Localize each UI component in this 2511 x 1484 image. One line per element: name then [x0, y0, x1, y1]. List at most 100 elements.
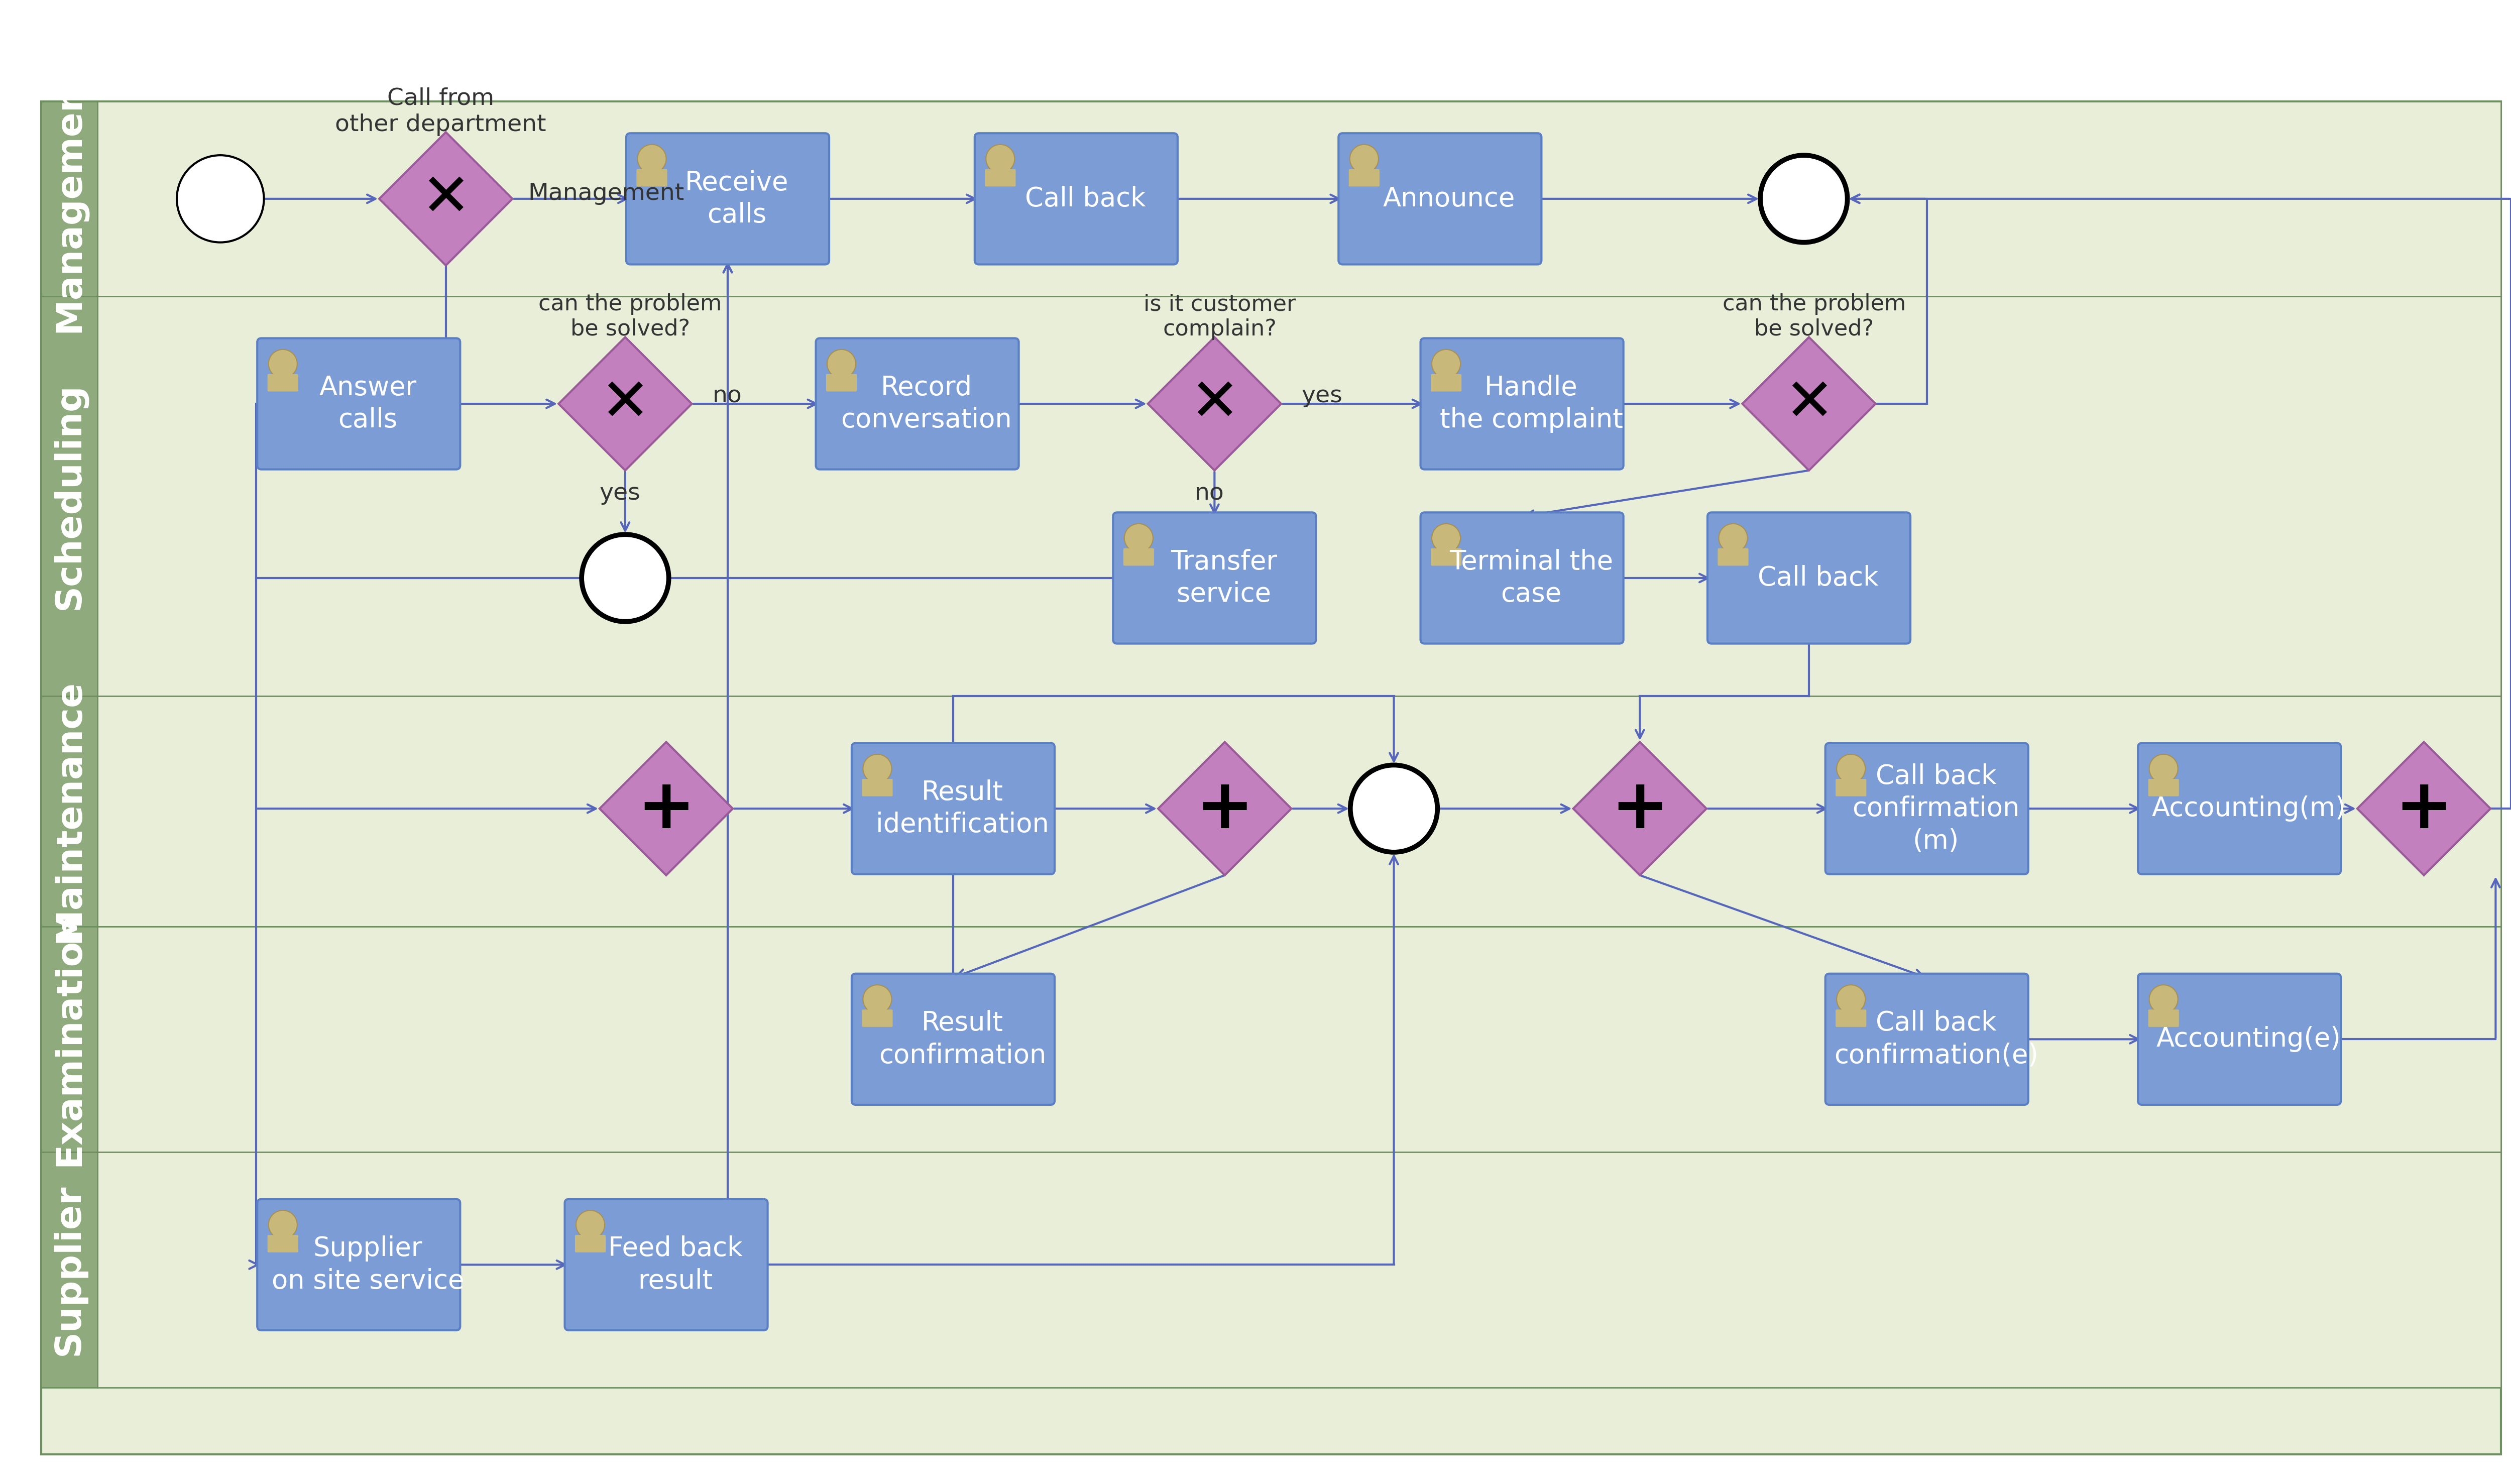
Text: Scheduling: Scheduling: [53, 383, 88, 610]
Circle shape: [583, 534, 668, 622]
Circle shape: [269, 1211, 296, 1239]
FancyBboxPatch shape: [1431, 548, 1461, 565]
Circle shape: [269, 349, 296, 378]
Text: ✕: ✕: [600, 375, 650, 433]
FancyBboxPatch shape: [2149, 1009, 2180, 1027]
FancyBboxPatch shape: [40, 696, 98, 926]
Text: can the problem
be solved?: can the problem be solved?: [537, 294, 723, 340]
Circle shape: [864, 985, 891, 1014]
Polygon shape: [1743, 337, 1876, 470]
FancyBboxPatch shape: [2137, 974, 2340, 1104]
FancyBboxPatch shape: [1112, 512, 1316, 644]
Text: no: no: [713, 384, 741, 408]
FancyBboxPatch shape: [816, 338, 1019, 469]
FancyBboxPatch shape: [565, 1199, 768, 1330]
Text: Handle
the complaint: Handle the complaint: [1439, 374, 1622, 433]
Polygon shape: [2358, 742, 2491, 876]
Circle shape: [176, 156, 264, 242]
Text: yes: yes: [600, 482, 640, 505]
Text: Maintenance: Maintenance: [53, 680, 85, 942]
FancyBboxPatch shape: [1825, 974, 2029, 1104]
Text: Record
conversation: Record conversation: [841, 374, 1012, 433]
Circle shape: [1760, 156, 1848, 242]
Circle shape: [1431, 349, 1461, 378]
FancyBboxPatch shape: [1122, 548, 1155, 565]
FancyBboxPatch shape: [40, 101, 98, 297]
FancyBboxPatch shape: [974, 134, 1178, 264]
FancyBboxPatch shape: [1836, 1009, 1866, 1027]
Text: Result
identification: Result identification: [876, 779, 1050, 838]
Text: Call back
confirmation
(m): Call back confirmation (m): [1853, 763, 2019, 853]
Circle shape: [575, 1211, 605, 1239]
Text: Terminal the
case: Terminal the case: [1449, 549, 1612, 607]
FancyBboxPatch shape: [98, 1152, 2501, 1388]
FancyBboxPatch shape: [98, 696, 2501, 926]
Circle shape: [1351, 766, 1436, 852]
Text: +: +: [1195, 775, 1253, 843]
Circle shape: [638, 144, 665, 174]
Text: Supplier: Supplier: [53, 1184, 85, 1355]
Text: Transfer
service: Transfer service: [1170, 549, 1278, 607]
Text: yes: yes: [1301, 384, 1343, 408]
Circle shape: [1351, 144, 1379, 174]
Text: Announce: Announce: [1384, 186, 1514, 212]
FancyBboxPatch shape: [40, 101, 2501, 1454]
FancyBboxPatch shape: [1825, 743, 2029, 874]
FancyBboxPatch shape: [2137, 743, 2340, 874]
FancyBboxPatch shape: [575, 1235, 605, 1252]
Text: Management: Management: [527, 183, 683, 205]
Polygon shape: [557, 337, 693, 470]
Polygon shape: [1574, 742, 1707, 876]
Polygon shape: [379, 132, 512, 266]
FancyBboxPatch shape: [40, 926, 98, 1152]
FancyBboxPatch shape: [40, 297, 98, 696]
Circle shape: [2149, 754, 2177, 784]
Text: is it customer
complain?: is it customer complain?: [1143, 294, 1296, 340]
Circle shape: [1431, 524, 1461, 552]
FancyBboxPatch shape: [256, 1199, 460, 1330]
Text: Management: Management: [53, 65, 85, 332]
Polygon shape: [1158, 742, 1291, 876]
Text: can the problem
be solved?: can the problem be solved?: [1723, 294, 1906, 340]
Text: ✕: ✕: [1785, 375, 1833, 433]
FancyBboxPatch shape: [1718, 548, 1748, 565]
Circle shape: [987, 144, 1014, 174]
FancyBboxPatch shape: [269, 1235, 299, 1252]
Text: Answer
calls: Answer calls: [319, 374, 417, 433]
Polygon shape: [600, 742, 733, 876]
FancyBboxPatch shape: [625, 134, 829, 264]
FancyBboxPatch shape: [1836, 779, 1866, 797]
Text: Accounting(m): Accounting(m): [2152, 795, 2345, 822]
Circle shape: [864, 754, 891, 784]
Text: +: +: [638, 775, 696, 843]
FancyBboxPatch shape: [98, 101, 2501, 297]
FancyBboxPatch shape: [861, 779, 894, 797]
Text: Feed back
result: Feed back result: [608, 1236, 743, 1294]
Text: Supplier
on site service: Supplier on site service: [271, 1236, 465, 1294]
Text: Examination: Examination: [53, 913, 85, 1166]
FancyBboxPatch shape: [1338, 134, 1542, 264]
FancyBboxPatch shape: [1421, 338, 1625, 469]
Text: ✕: ✕: [422, 171, 470, 227]
Text: +: +: [2395, 775, 2453, 843]
FancyBboxPatch shape: [98, 297, 2501, 696]
FancyBboxPatch shape: [851, 974, 1055, 1104]
FancyBboxPatch shape: [984, 169, 1014, 187]
FancyBboxPatch shape: [98, 926, 2501, 1152]
Polygon shape: [1148, 337, 1281, 470]
Text: Accounting(e): Accounting(e): [2157, 1025, 2340, 1052]
FancyBboxPatch shape: [851, 743, 1055, 874]
Circle shape: [826, 349, 856, 378]
Text: +: +: [1610, 775, 1670, 843]
Text: no: no: [1195, 482, 1225, 505]
Text: ✕: ✕: [1190, 375, 1240, 433]
Text: Result
confirmation: Result confirmation: [879, 1011, 1047, 1068]
Text: Call from
other department: Call from other department: [334, 88, 547, 137]
Circle shape: [1836, 754, 1866, 784]
FancyBboxPatch shape: [635, 169, 668, 187]
FancyBboxPatch shape: [269, 374, 299, 392]
Circle shape: [1125, 524, 1153, 552]
Circle shape: [1836, 985, 1866, 1014]
FancyBboxPatch shape: [861, 1009, 894, 1027]
FancyBboxPatch shape: [1421, 512, 1625, 644]
